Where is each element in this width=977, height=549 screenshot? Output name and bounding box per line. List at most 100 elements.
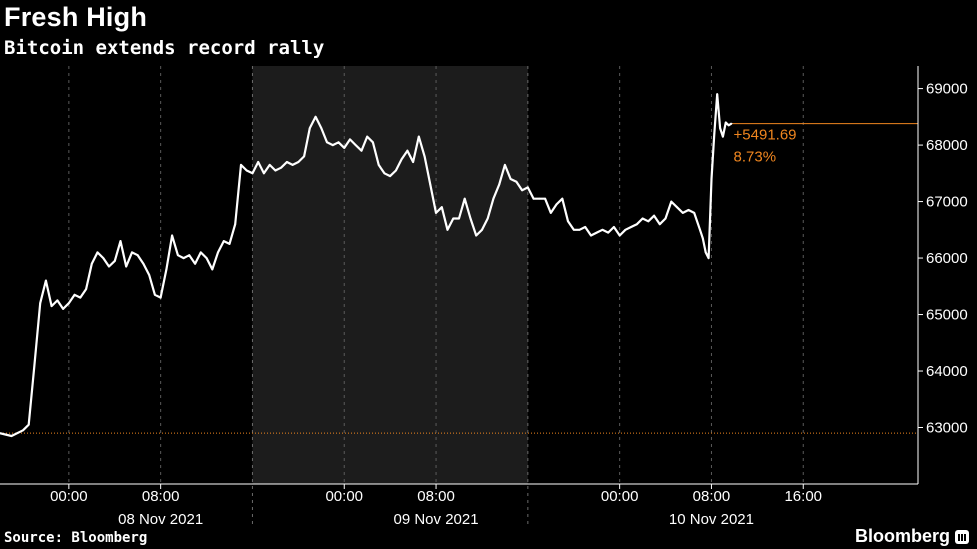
price-point-34 (205, 257, 208, 259)
price-point-24 (148, 274, 151, 276)
price-point-80 (469, 217, 472, 220)
price-point-31 (188, 254, 191, 257)
price-point-18 (113, 260, 116, 262)
price-point-26 (159, 296, 162, 299)
price-point-89 (521, 189, 523, 192)
price-point-72 (423, 155, 426, 158)
price-point-82 (481, 228, 483, 231)
price-point-49 (291, 164, 294, 166)
price-point-78 (458, 217, 460, 220)
price-point-55 (326, 141, 328, 144)
price-point-96 (561, 197, 564, 200)
x-tick-label-0: 00:00 (50, 488, 88, 505)
price-point-127 (719, 127, 721, 129)
price-point-47 (280, 166, 282, 169)
price-point-81 (475, 234, 478, 237)
price-point-92 (538, 197, 541, 200)
price-point-22 (136, 254, 139, 257)
price-point-112 (653, 214, 655, 217)
y-tick-label-0: 63000 (926, 420, 968, 437)
price-point-51 (303, 155, 305, 158)
price-point-131 (730, 122, 733, 125)
price-point-118 (687, 209, 690, 211)
price-point-13 (85, 288, 87, 290)
price-point-63 (372, 141, 374, 144)
price-point-44 (263, 172, 265, 175)
price-point-129 (724, 121, 727, 124)
price-point-67 (395, 169, 397, 172)
y-tick-label-3: 66000 (926, 250, 968, 267)
price-point-0 (0, 432, 1, 435)
price-point-66 (389, 175, 391, 178)
price-point-121 (701, 237, 704, 240)
price-point-123 (707, 257, 710, 259)
date-label-1: 09 Nov 2021 (394, 511, 479, 528)
price-point-70 (412, 161, 414, 163)
price-point-116 (676, 206, 678, 209)
price-point-122 (704, 251, 707, 254)
date-label-0: 08 Nov 2021 (118, 511, 203, 528)
x-tick-label-5: 08:00 (693, 488, 731, 505)
price-point-43 (257, 161, 260, 163)
price-point-2 (22, 429, 24, 432)
price-point-23 (142, 262, 145, 265)
price-point-57 (337, 141, 340, 144)
price-point-56 (331, 144, 334, 147)
price-point-1 (10, 435, 13, 437)
price-point-119 (693, 212, 696, 214)
price-point-97 (567, 220, 569, 223)
price-point-100 (584, 226, 587, 228)
price-point-79 (463, 197, 466, 200)
price-point-106 (618, 234, 621, 237)
price-point-103 (601, 228, 604, 231)
price-point-124 (710, 178, 713, 180)
price-point-46 (274, 169, 277, 172)
bloomberg-logo-icon (955, 529, 969, 544)
price-point-33 (199, 251, 202, 254)
price-line (0, 93, 733, 438)
price-point-16 (102, 257, 105, 259)
price-point-74 (435, 212, 437, 214)
price-point-42 (251, 172, 254, 175)
price-point-107 (624, 228, 627, 231)
y-tick-label-6: 69000 (926, 81, 968, 98)
price-point-45 (268, 164, 271, 166)
price-point-14 (90, 262, 93, 265)
price-point-59 (349, 138, 351, 141)
x-tick-label-2: 00:00 (325, 488, 363, 505)
percent-annotation: 8.73% (734, 149, 777, 166)
price-point-41 (245, 169, 248, 172)
source-note: Source: Bloomberg (4, 530, 148, 546)
x-tick-label-1: 08:00 (142, 488, 180, 505)
price-point-90 (526, 186, 529, 189)
price-point-32 (194, 262, 197, 265)
price-point-15 (96, 251, 99, 254)
price-point-69 (406, 149, 409, 152)
x-tick-label-6: 16:00 (784, 488, 822, 505)
price-point-86 (504, 164, 506, 166)
price-point-71 (417, 135, 420, 138)
price-point-111 (647, 220, 650, 223)
price-point-19 (119, 240, 122, 243)
change-annotation: +5491.69 (734, 127, 797, 144)
price-point-126 (716, 93, 719, 96)
price-point-109 (636, 223, 638, 226)
brand-name: Bloomberg (854, 526, 950, 546)
price-point-102 (595, 231, 598, 234)
chart-subtitle: Bitcoin extends record rally (4, 37, 325, 59)
y-tick-label-1: 64000 (926, 363, 968, 380)
price-point-4 (33, 364, 36, 367)
price-point-128 (722, 135, 724, 138)
price-point-9 (62, 308, 64, 310)
price-point-114 (664, 217, 667, 220)
price-point-113 (658, 223, 661, 226)
price-point-21 (131, 251, 133, 254)
date-label-2: 10 Nov 2021 (669, 511, 754, 528)
price-point-60 (354, 144, 357, 147)
price-point-20 (125, 265, 128, 268)
price-point-40 (240, 164, 242, 166)
price-point-54 (320, 127, 323, 129)
price-point-39 (234, 223, 237, 226)
y-tick-label-4: 67000 (926, 194, 968, 211)
price-point-108 (630, 226, 632, 228)
